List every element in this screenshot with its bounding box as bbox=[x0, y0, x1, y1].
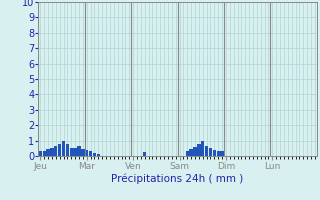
Bar bbox=[193, 147, 197, 156]
Bar bbox=[186, 151, 189, 156]
Bar bbox=[209, 148, 212, 156]
Bar bbox=[62, 141, 65, 156]
Bar bbox=[197, 144, 201, 156]
Bar bbox=[85, 150, 88, 156]
Bar bbox=[43, 151, 46, 156]
Bar bbox=[81, 149, 84, 156]
Bar bbox=[93, 153, 96, 156]
X-axis label: Précipitations 24h ( mm ): Précipitations 24h ( mm ) bbox=[111, 173, 244, 184]
Bar bbox=[220, 151, 224, 156]
Bar bbox=[77, 146, 81, 156]
Bar bbox=[54, 146, 58, 156]
Bar bbox=[201, 141, 204, 156]
Bar bbox=[66, 144, 69, 156]
Bar bbox=[50, 148, 53, 156]
Bar bbox=[74, 148, 77, 156]
Bar bbox=[89, 151, 92, 156]
Bar bbox=[46, 149, 50, 156]
Bar bbox=[213, 150, 216, 156]
Bar bbox=[58, 144, 61, 156]
Bar bbox=[217, 151, 220, 156]
Bar bbox=[189, 149, 193, 156]
Bar bbox=[70, 148, 73, 156]
Bar bbox=[143, 152, 146, 156]
Bar bbox=[97, 154, 100, 156]
Bar bbox=[39, 151, 42, 156]
Bar bbox=[205, 146, 208, 156]
